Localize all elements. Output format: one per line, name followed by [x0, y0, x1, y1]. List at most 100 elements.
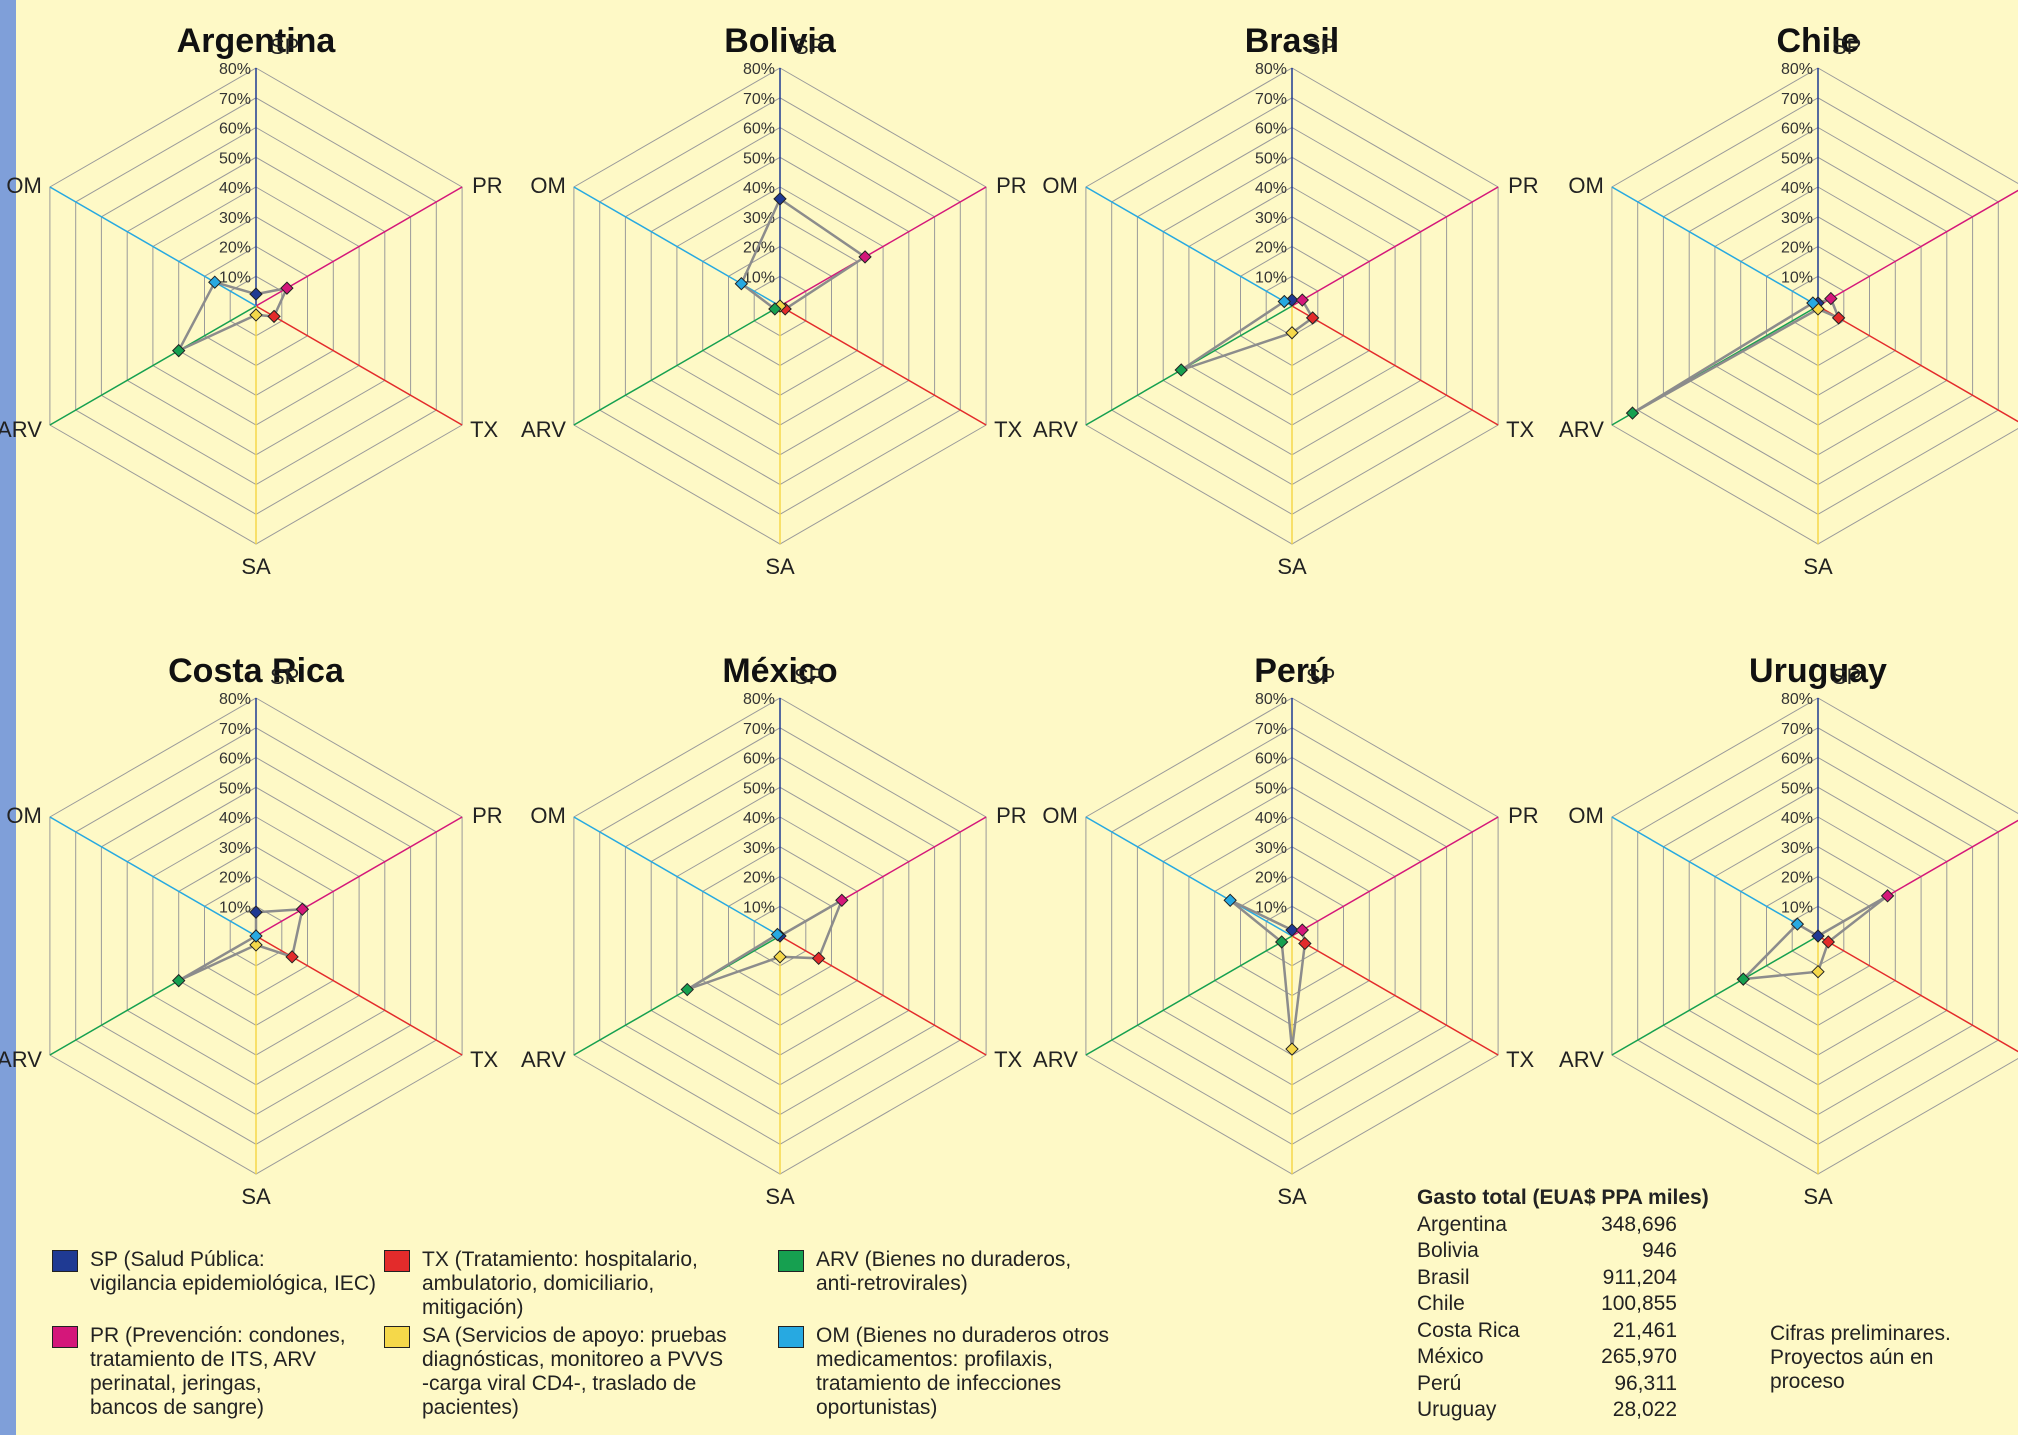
axis-label-arv: ARV	[1033, 417, 1078, 442]
axis-om	[1085, 186, 1293, 307]
data-point-argentina-pr	[280, 281, 294, 295]
tick-label: 80%	[743, 691, 775, 708]
legend-swatch	[778, 1326, 804, 1348]
tick-label: 80%	[1781, 691, 1813, 708]
axis-pr	[255, 816, 463, 937]
axis-label-sp: SP	[1306, 664, 1335, 689]
axis-label-sp: SP	[794, 664, 823, 689]
axis-label-arv: ARV	[1033, 1047, 1078, 1072]
total-country: Perú	[1417, 1371, 1462, 1395]
total-spending-header: Gasto total (EUA$ PPA miles)	[1417, 1186, 1709, 1209]
axis-tx	[1817, 935, 2018, 1053]
tick-label: 20%	[1781, 870, 1813, 887]
total-value: 265,970	[1601, 1345, 1677, 1368]
data-point-costa-rica-tx	[285, 950, 299, 964]
axis-label-sa: SA	[765, 1184, 795, 1209]
data-point-costa-rica-arv	[172, 973, 186, 988]
chart-title-chile: Chile	[1776, 22, 1859, 60]
chart-title-costa-rica: Costa Rica	[168, 652, 345, 690]
total-value: 348,696	[1601, 1212, 1677, 1236]
tick-label: 30%	[1781, 840, 1813, 857]
tick-label: 10%	[743, 269, 775, 286]
tick-label: 70%	[743, 91, 775, 108]
total-row: Bolivia 946	[1417, 1238, 1677, 1265]
data-point-mexico-sa	[773, 950, 787, 964]
tick-label: 60%	[1255, 751, 1287, 768]
axis-label-om: OM	[1568, 803, 1603, 828]
total-row: Uruguay 28,022	[1417, 1397, 1677, 1424]
axis-om	[49, 186, 257, 307]
axis-label-arv: ARV	[1559, 417, 1604, 442]
tick-label: 80%	[743, 61, 775, 78]
legend-label: TX (Tratamiento: hospitalario, ambulator…	[422, 1248, 698, 1319]
data-point-brasil-arv	[1174, 363, 1188, 377]
data-point-uruguay-om	[1790, 917, 1805, 931]
axis-label-sp: SP	[1832, 34, 1861, 59]
legend-label: SP (Salud Pública: vigilancia epidemioló…	[90, 1248, 376, 1295]
axis-label-tx: TX	[994, 1047, 1022, 1072]
axis-label-tx: TX	[470, 1047, 498, 1072]
axis-label-tx: TX	[1506, 1047, 1534, 1072]
axis-arv	[49, 305, 257, 426]
tick-label: 70%	[1781, 721, 1813, 738]
data-point-argentina-sa	[249, 308, 263, 322]
legend: SP (Salud Pública: vigilancia epidemioló…	[52, 1248, 1132, 1428]
tick-label: 10%	[1781, 899, 1813, 916]
axis-label-pr: PR	[996, 173, 1027, 198]
axis-label-arv: ARV	[521, 1047, 566, 1072]
tick-label: 60%	[1781, 121, 1813, 138]
tick-label: 30%	[219, 840, 251, 857]
legend-label: PR (Prevención: condones, tratamiento de…	[90, 1324, 346, 1419]
tick-label: 20%	[219, 870, 251, 887]
axis-label-om: OM	[1568, 173, 1603, 198]
data-point-peru-sp	[1285, 923, 1299, 937]
total-row: Brasil 911,204	[1417, 1265, 1677, 1292]
total-country: Brasil	[1417, 1265, 1470, 1289]
tick-label: 10%	[1255, 269, 1287, 286]
data-point-chile-tx	[1831, 311, 1846, 325]
axis-label-pr: PR	[996, 803, 1027, 828]
axis-label-pr: PR	[1508, 803, 1539, 828]
tick-label: 60%	[219, 121, 251, 138]
tick-label: 70%	[219, 721, 251, 738]
tick-label: 50%	[219, 780, 251, 797]
axis-om	[1611, 186, 1819, 307]
tick-label: 60%	[743, 121, 775, 138]
tick-label: 10%	[219, 899, 251, 916]
tick-label: 40%	[1255, 180, 1287, 197]
axis-label-tx: TX	[994, 417, 1022, 442]
total-value: 28,022	[1612, 1398, 1677, 1421]
tick-label: 10%	[219, 269, 251, 286]
data-point-costa-rica-pr	[295, 902, 310, 916]
tick-label: 20%	[219, 240, 251, 257]
radar-chart-bolivia: BoliviaSPPRTXSAARVOM10%20%30%40%50%60%70…	[521, 22, 1027, 579]
axis-label-om: OM	[530, 173, 565, 198]
data-point-brasil-om	[1277, 294, 1291, 309]
total-row: México 265,970	[1417, 1344, 1677, 1371]
tick-label: 40%	[219, 180, 251, 197]
data-point-bolivia-om	[734, 276, 749, 291]
tick-label: 50%	[1781, 780, 1813, 797]
tick-label: 10%	[743, 899, 775, 916]
legend-swatch	[384, 1326, 410, 1348]
tick-label: 20%	[1781, 240, 1813, 257]
tick-label: 60%	[1781, 751, 1813, 768]
tick-label: 70%	[743, 721, 775, 738]
data-point-mexico-tx	[811, 951, 826, 966]
data-point-argentina-arv	[172, 343, 186, 358]
total-row: Argentina 348,696	[1417, 1212, 1677, 1239]
data-point-chile-arv	[1625, 406, 1640, 420]
data-point-peru-pr	[1295, 923, 1310, 937]
axis-label-arv: ARV	[521, 417, 566, 442]
total-value: 21,461	[1612, 1318, 1677, 1342]
data-point-bolivia-sp	[773, 192, 787, 206]
tick-label: 30%	[219, 210, 251, 227]
legend-swatch	[778, 1250, 804, 1272]
tick-label: 40%	[743, 810, 775, 827]
axis-label-pr: PR	[472, 803, 503, 828]
axis-label-sa: SA	[1803, 554, 1833, 579]
tick-label: 80%	[219, 691, 251, 708]
tick-label: 40%	[1781, 810, 1813, 827]
chart-title-peru: Perú	[1254, 652, 1330, 690]
